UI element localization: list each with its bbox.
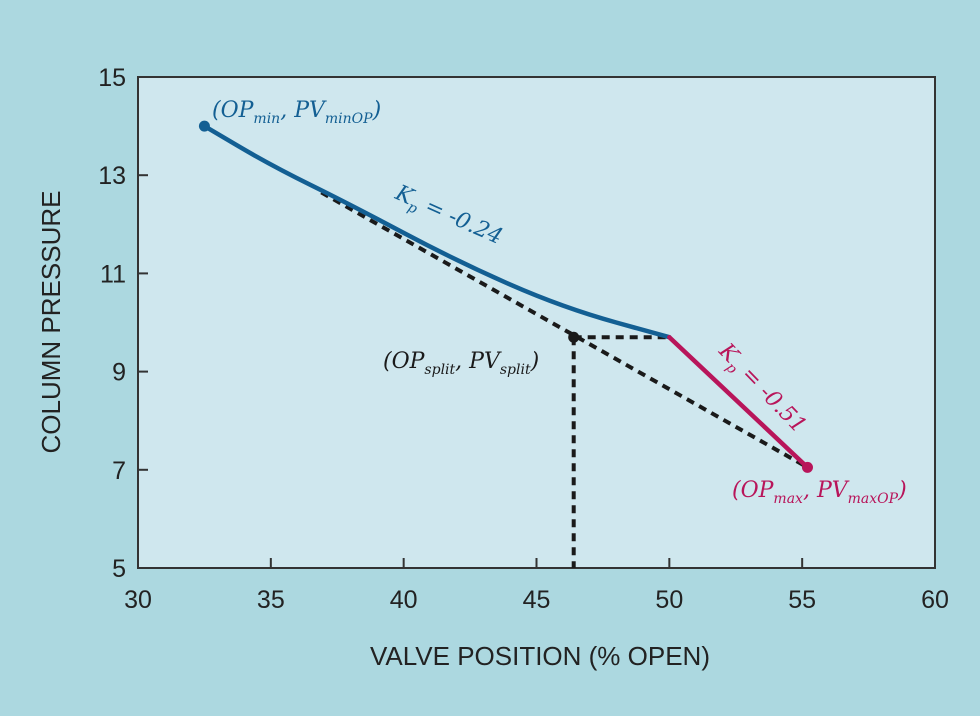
x-tick-label: 40	[390, 586, 418, 614]
x-axis-label: VALVE POSITION (% OPEN)	[370, 641, 710, 671]
dashed-line	[320, 190, 809, 470]
y-tick-label: 9	[112, 359, 126, 387]
y-tick-label: 15	[98, 64, 126, 92]
point-max	[801, 461, 813, 473]
series-line-2	[667, 334, 810, 470]
y-tick-label: 7	[112, 457, 126, 485]
x-tick-label: 30	[124, 586, 152, 614]
x-tick-label: 55	[788, 586, 816, 614]
point-split	[568, 331, 580, 343]
y-tick-label: 11	[100, 260, 126, 288]
y-axis-label: COLUMN PRESSURE	[36, 191, 66, 454]
y-tick-label: 13	[98, 162, 126, 190]
plot-area	[137, 76, 936, 569]
annotation-max: (OPmax, PVmaxOP)	[732, 478, 907, 507]
x-tick-label: 45	[523, 586, 551, 614]
series-line-1	[202, 123, 672, 340]
x-tick-label: 50	[655, 586, 683, 614]
annotation-min: (OPmin, PVminOP)	[212, 98, 381, 127]
y-tick-label: 5	[112, 555, 126, 583]
point-min	[198, 120, 210, 132]
x-tick-label: 35	[257, 586, 285, 614]
x-tick-label: 60	[921, 586, 949, 614]
annotation-split: (OPsplit, PVsplit)	[383, 349, 539, 378]
